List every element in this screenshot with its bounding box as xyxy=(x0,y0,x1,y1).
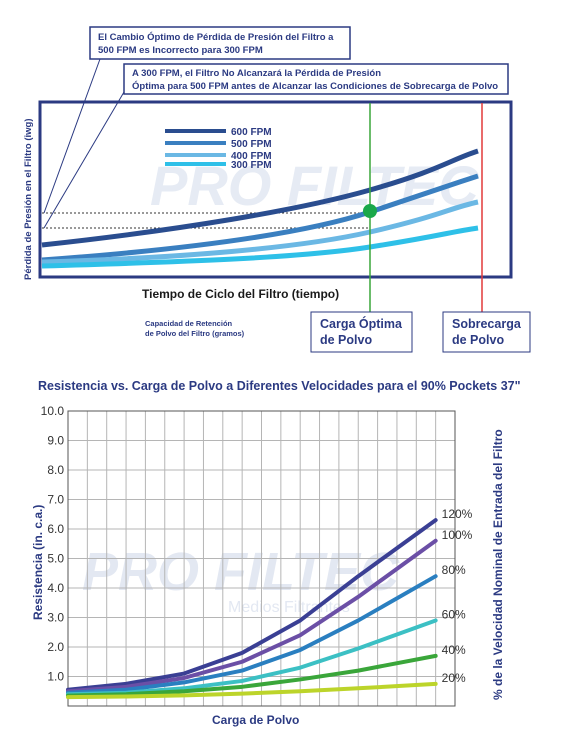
x-axis-label: Carga de Polvo xyxy=(212,713,299,727)
series-label: 20% xyxy=(442,671,466,685)
callout: de Polvo xyxy=(452,333,504,347)
series-line xyxy=(66,538,438,694)
y-tick-label: 9.0 xyxy=(47,434,64,448)
pointer xyxy=(43,58,101,214)
annotation: El Cambio Óptimo de Pérdida de Presión d… xyxy=(98,31,334,43)
annotation: A 300 FPM, el Filtro No Alcanzará la Pér… xyxy=(132,68,381,79)
callout: Carga Óptima xyxy=(320,316,403,331)
callout-box xyxy=(442,311,531,353)
annotation-box xyxy=(89,26,351,60)
y-tick-label: 3.0 xyxy=(47,611,64,625)
callout-box xyxy=(310,311,413,353)
y-axis-label: Resistencia (in. c.a.) xyxy=(31,505,45,620)
legend-label: 400 FPM xyxy=(231,151,272,162)
legend-label: 500 FPM xyxy=(231,139,272,150)
watermark: PRO FILTEC xyxy=(82,542,400,602)
y-tick-label: 8.0 xyxy=(47,463,64,477)
series-label: 120% xyxy=(442,507,473,521)
y-tick-label: 10.0 xyxy=(41,404,65,418)
chart-title: Resistencia vs. Carga de Polvo a Diferen… xyxy=(38,379,521,393)
callout: Sobrecarga xyxy=(452,317,522,331)
curve xyxy=(41,173,479,263)
series-label: 100% xyxy=(442,528,473,542)
x-axis-label: Tiempo de Ciclo del Filtro (tiempo) xyxy=(142,287,339,301)
annotation: Óptima para 500 FPM antes de Alcanzar la… xyxy=(132,80,498,92)
y-tick-label: 2.0 xyxy=(47,640,64,654)
optimal-point xyxy=(363,204,377,218)
plot-frame xyxy=(67,410,456,707)
legend-label: 300 FPM xyxy=(231,160,272,171)
note: de Polvo del Filtro (gramos) xyxy=(145,329,245,338)
diagram-frame xyxy=(38,100,513,279)
curve xyxy=(41,225,479,269)
pointer xyxy=(43,91,125,229)
y-tick-label: 4.0 xyxy=(47,581,64,595)
y-tick-label: 5.0 xyxy=(47,552,64,566)
y2-axis-label: % de la Velocidad Nominal de Entrada del… xyxy=(491,429,505,700)
y-tick-label: 7.0 xyxy=(47,493,64,507)
y-tick-label: 6.0 xyxy=(47,522,64,536)
callout: de Polvo xyxy=(320,333,372,347)
series-line xyxy=(66,518,438,692)
series-label: 60% xyxy=(442,607,466,621)
annotation: 500 FPM es Incorrecto para 300 FPM xyxy=(98,45,263,56)
series-label: 40% xyxy=(442,643,466,657)
annotation-box xyxy=(123,63,509,95)
note: Capacidad de Retención xyxy=(145,319,233,328)
series-line xyxy=(66,681,438,700)
curve xyxy=(41,148,479,248)
series-line xyxy=(66,574,438,695)
y-axis-label: Pérdida de Presión en el Filtro (iwg) xyxy=(23,118,34,280)
series-label: 80% xyxy=(442,563,466,577)
curve xyxy=(41,199,479,265)
legend-label: 600 FPM xyxy=(231,127,272,138)
y-tick-label: 1.0 xyxy=(47,670,64,684)
series-line xyxy=(66,653,438,698)
